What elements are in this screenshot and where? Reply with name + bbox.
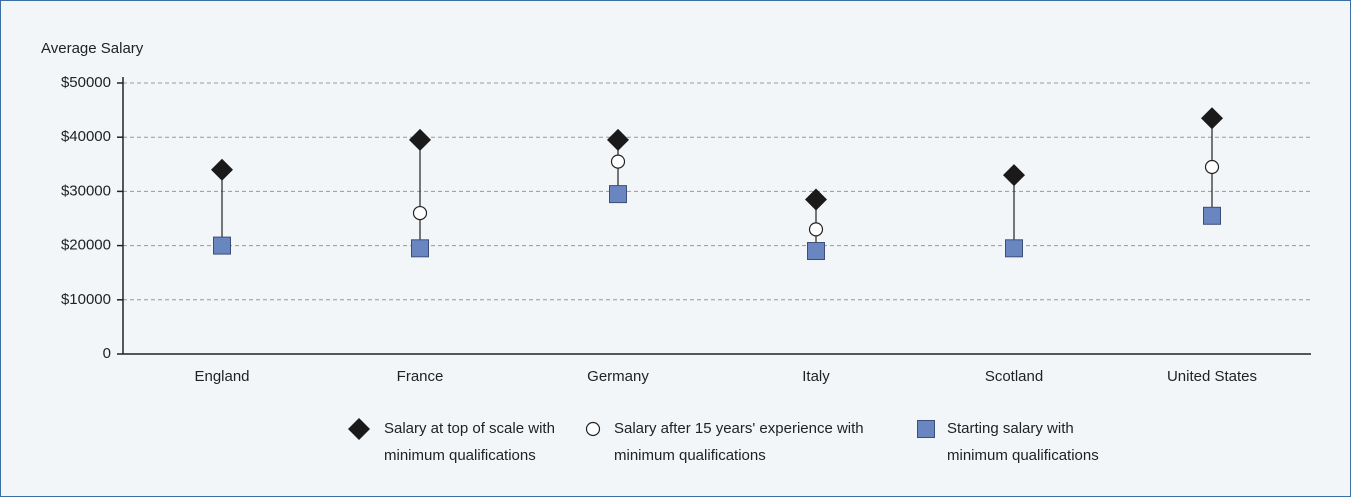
- y-tick-label: $10000: [61, 291, 111, 308]
- x-tick-label: France: [397, 368, 444, 385]
- legend-marker: [348, 418, 370, 440]
- point: [1203, 206, 1221, 225]
- x-tick-label: Scotland: [985, 368, 1043, 385]
- point: [607, 128, 629, 151]
- y-tick-label: $50000: [61, 74, 111, 91]
- x-tick-label: Germany: [587, 368, 649, 385]
- legend-label: Salary after 15 years' experience with m…: [614, 420, 864, 464]
- point: [1201, 107, 1223, 130]
- point: [1003, 164, 1025, 187]
- x-tick-label: Italy: [802, 368, 830, 385]
- legend-marker: [917, 420, 935, 438]
- point: [409, 128, 431, 151]
- point: [412, 205, 428, 221]
- point: [609, 185, 627, 204]
- x-tick-label: England: [194, 368, 249, 385]
- y-tick-label: $20000: [61, 237, 111, 254]
- point: [1204, 159, 1220, 175]
- point: [808, 222, 824, 237]
- point: [213, 236, 231, 255]
- point: [807, 242, 825, 261]
- y-tick-label: $40000: [61, 128, 111, 145]
- point: [1005, 239, 1023, 258]
- point: [411, 239, 429, 258]
- legend-marker: [585, 421, 601, 437]
- x-tick-label: United States: [1167, 368, 1257, 385]
- legend-label: Salary at top of scale with minimum qual…: [384, 420, 555, 464]
- point: [610, 154, 626, 169]
- y-tick-label: 0: [103, 345, 111, 362]
- y-tick-label: $30000: [61, 182, 111, 199]
- legend-label: Starting salary with minimum qualificati…: [947, 420, 1099, 464]
- point: [805, 188, 827, 211]
- y-axis-label: Average Salary: [41, 40, 144, 57]
- point: [211, 158, 233, 181]
